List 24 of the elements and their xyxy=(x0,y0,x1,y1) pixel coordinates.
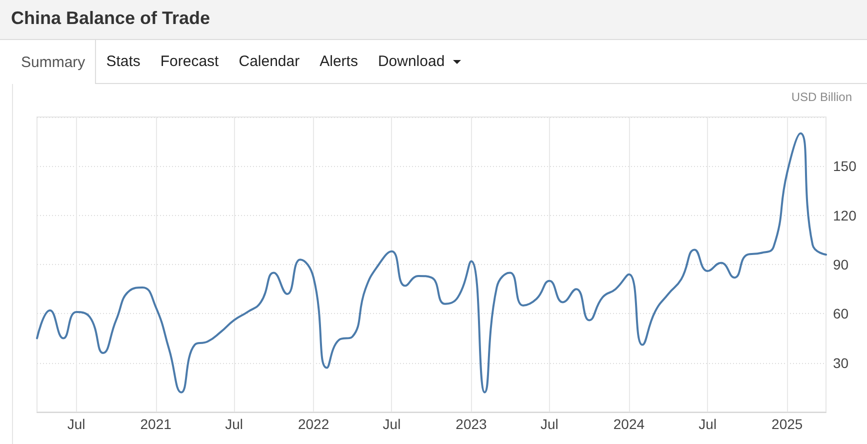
x-tick-label: 2025 xyxy=(772,416,803,432)
y-tick-label: 60 xyxy=(833,306,849,322)
text: Download xyxy=(378,53,445,70)
x-tick-label: Jul xyxy=(67,416,86,432)
y-tick-label: 120 xyxy=(833,207,857,224)
text: Summary xyxy=(12,40,96,84)
x-tick-label: Jul xyxy=(382,416,401,432)
x-tick-label: Jul xyxy=(225,416,243,432)
line-series xyxy=(36,132,827,394)
text: Calendar xyxy=(238,53,300,70)
text: Stats xyxy=(106,53,140,70)
chart-title: China Balance of Trade xyxy=(11,8,210,29)
x-tick-label: Jul xyxy=(698,416,717,432)
text: Forecast xyxy=(160,53,219,70)
text: Alerts xyxy=(320,53,358,70)
x-tick-label: 2023 xyxy=(456,416,488,432)
y-axis-title: USD Billion xyxy=(791,90,852,104)
x-tick-label: 2022 xyxy=(298,416,330,432)
x-tick-label: Jul xyxy=(540,416,558,432)
y-tick-label: 150 xyxy=(833,158,857,174)
x-tick-label: 2024 xyxy=(613,416,645,432)
x-tick-label: 2021 xyxy=(140,416,172,432)
y-tick-label: 30 xyxy=(833,354,849,371)
y-tick-label: 90 xyxy=(833,256,849,272)
